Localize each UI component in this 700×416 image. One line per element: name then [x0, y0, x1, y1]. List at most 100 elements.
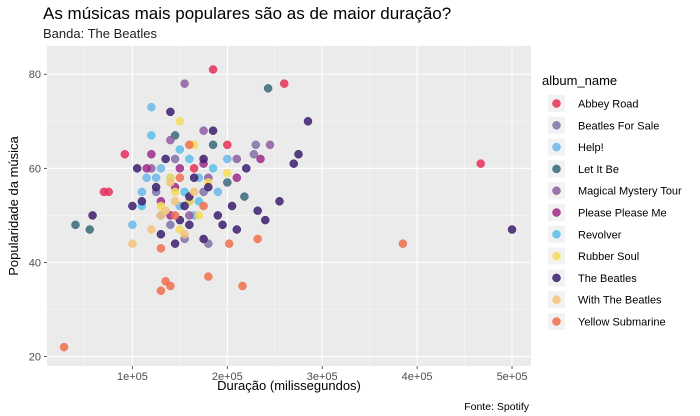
data-point: [218, 220, 227, 230]
data-point: [156, 229, 166, 239]
legend-marker: [552, 208, 561, 217]
data-point: [223, 140, 232, 150]
data-point: [194, 211, 204, 220]
plot-panel: [47, 46, 531, 366]
data-point: [128, 239, 137, 248]
data-point: [185, 154, 194, 164]
data-point: [180, 201, 189, 211]
y-axis-title: Popularidade da música: [6, 135, 21, 275]
data-point: [132, 164, 142, 173]
data-point: [170, 187, 180, 197]
legend-label: Help!: [578, 142, 604, 154]
data-point: [175, 117, 185, 126]
chart-title: As músicas mais populares são as de maio…: [43, 4, 451, 23]
data-point: [185, 140, 194, 150]
data-point: [185, 211, 194, 220]
data-point: [476, 159, 485, 168]
data-point: [147, 225, 156, 234]
data-point: [240, 192, 249, 201]
data-point: [507, 225, 517, 234]
legend-marker: [552, 251, 561, 261]
x-tick-label: 4e+05: [402, 371, 433, 383]
data-point: [147, 149, 156, 159]
data-point: [256, 154, 265, 164]
data-point: [156, 244, 166, 253]
data-point: [275, 197, 284, 206]
data-point: [232, 225, 242, 234]
legend-label: Abbey Road: [578, 99, 639, 111]
data-point: [261, 215, 270, 225]
data-point: [280, 79, 289, 88]
legend-label: Rubber Soul: [578, 251, 639, 263]
data-point: [156, 286, 166, 295]
data-point: [170, 211, 180, 220]
data-point: [251, 140, 261, 150]
legend-marker: [552, 295, 561, 304]
data-point: [147, 131, 156, 140]
data-point: [166, 107, 175, 117]
chart-subtitle: Banda: The Beatles: [43, 26, 157, 41]
data-point: [59, 342, 69, 352]
legend-label: With The Beatles: [578, 295, 662, 307]
legend-marker: [552, 164, 561, 174]
data-point: [156, 164, 166, 173]
data-point: [166, 178, 175, 187]
data-point: [265, 140, 275, 150]
data-point: [249, 149, 259, 159]
data-point: [199, 154, 208, 164]
x-tick-label: 3e+05: [307, 371, 338, 383]
data-point: [208, 126, 218, 135]
x-tick-label: 1e+05: [117, 371, 148, 383]
data-point: [204, 182, 213, 192]
legend-label: Revolver: [578, 229, 622, 241]
x-axis-ticks: 1e+05 2e+05 3e+05 4e+05 5e+05: [117, 366, 527, 383]
data-point: [142, 164, 151, 173]
data-point: [199, 126, 208, 135]
data-point: [303, 117, 313, 126]
data-point: [189, 187, 199, 197]
data-point: [223, 178, 232, 187]
data-point: [175, 164, 185, 173]
legend-label: Magical Mystery Tour: [578, 186, 682, 198]
data-point: [224, 239, 234, 248]
data-points: [59, 65, 517, 352]
data-point: [213, 187, 223, 197]
data-point: [170, 197, 180, 206]
chart-caption: Fonte: Spotify: [464, 401, 530, 413]
data-point: [137, 187, 147, 197]
legend-label: Let It Be: [578, 164, 619, 176]
legend-marker: [552, 317, 561, 326]
data-point: [289, 159, 298, 168]
data-point: [253, 206, 262, 215]
data-point: [223, 154, 232, 164]
legend-label: Please Please Me: [578, 208, 667, 220]
data-point: [189, 164, 199, 173]
data-point: [156, 211, 166, 220]
data-point: [180, 229, 189, 239]
data-point: [137, 197, 147, 206]
data-point: [166, 220, 175, 230]
legend-label: The Beatles: [578, 273, 637, 285]
legend-label: Beatles For Sale: [578, 120, 659, 132]
data-point: [253, 234, 262, 244]
data-point: [85, 225, 94, 234]
data-point: [208, 164, 218, 173]
data-point: [120, 149, 130, 159]
legend-items: Abbey Road Beatles For Sale Help! Let It Be…: [548, 95, 682, 330]
data-point: [199, 234, 208, 244]
legend-title: album_name: [542, 73, 617, 88]
data-point: [147, 102, 156, 112]
data-point: [142, 173, 151, 183]
data-point: [151, 182, 161, 192]
data-point: [166, 135, 175, 145]
data-point: [185, 220, 194, 230]
data-point: [242, 164, 251, 173]
x-tick-label: 2e+05: [212, 371, 243, 383]
data-point: [238, 281, 247, 291]
data-point: [170, 239, 180, 248]
data-point: [180, 79, 189, 88]
data-point: [151, 173, 161, 183]
legend-marker: [552, 142, 561, 152]
data-point: [294, 149, 303, 159]
